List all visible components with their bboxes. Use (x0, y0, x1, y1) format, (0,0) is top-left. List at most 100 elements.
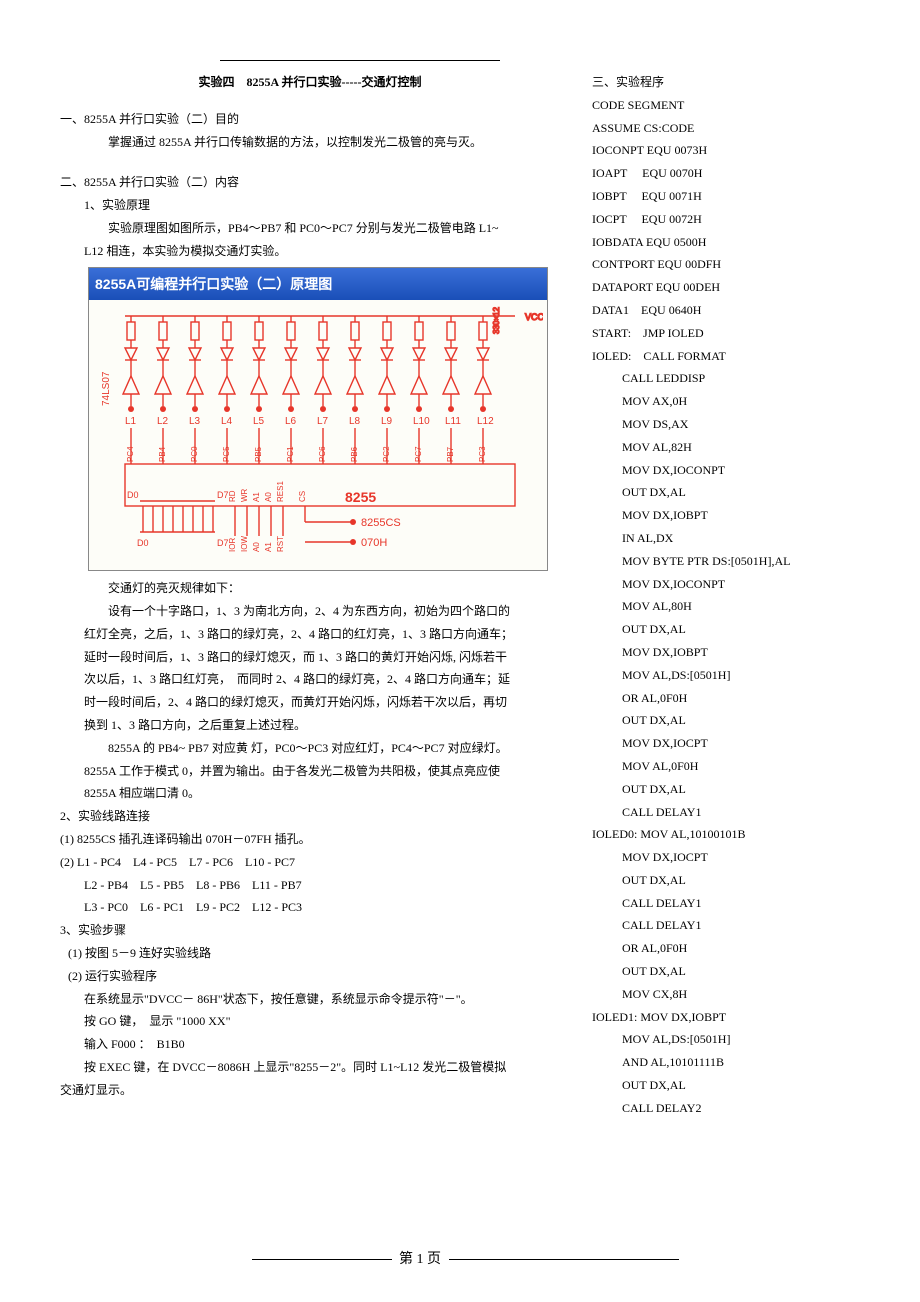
code-line: DATAPORT EQU 00DEH (592, 276, 870, 299)
svg-text:L1: L1 (125, 416, 137, 427)
pin-a0: A0 (264, 492, 273, 502)
code-line: MOV DX,IOCPT (592, 846, 870, 869)
s2d: L3 - PC0 L6 - PC1 L9 - PC2 L12 - PC3 (60, 896, 560, 919)
pin-wr: WR (240, 489, 249, 503)
code-block-4: MOV AL,DS:[0501H]AND AL,10101111BOUT DX,… (592, 1028, 870, 1119)
ctrl-rst: RST (276, 536, 285, 552)
svg-text:L2: L2 (157, 416, 169, 427)
code-line: CALL DELAY1 (592, 892, 870, 915)
label-ioled0: IOLED0: MOV AL,10100101B (592, 823, 870, 846)
page-title: 实验四 8255A 并行口实验-----交通灯控制 (60, 71, 560, 94)
s3g: 交通灯显示。 (60, 1079, 560, 1102)
code-line: MOV AL,82H (592, 436, 870, 459)
pin-rd: RD (228, 490, 237, 502)
code-line: IOCONPT EQU 0073H (592, 139, 870, 162)
svg-text:PB4: PB4 (158, 447, 167, 463)
code-line: IOBDATA EQU 0500H (592, 231, 870, 254)
code-line: OR AL,0F0H (592, 687, 870, 710)
svg-text:PC0: PC0 (190, 446, 199, 462)
svg-text:PB7: PB7 (446, 447, 455, 463)
svg-text:PB6: PB6 (350, 447, 359, 463)
code-line: IOCPT EQU 0072H (592, 208, 870, 231)
code-line: OUT DX,AL (592, 960, 870, 983)
addr-target: 070H (361, 537, 387, 549)
diagram-body: VCC 330×12 (89, 300, 547, 570)
footer-rule-left (252, 1259, 392, 1260)
chip-8255-label: 8255 (345, 489, 376, 505)
svg-text:PC5: PC5 (222, 446, 231, 462)
circuit-diagram: 8255A可编程并行口实验（二）原理图 VCC 330×12 (88, 267, 548, 572)
code-line: MOV AL,80H (592, 595, 870, 618)
svg-text:L6: L6 (285, 416, 297, 427)
p9: 8255A 相应端口清 0。 (60, 782, 560, 805)
code-line: DATA1 EQU 0640H (592, 299, 870, 322)
code-line: OUT DX,AL (592, 1074, 870, 1097)
dot-addr (350, 539, 356, 545)
svg-text:L8: L8 (349, 416, 361, 427)
sec2-heading: 二、8255A 并行口实验（二）内容 (60, 171, 560, 194)
content-columns: 实验四 8255A 并行口实验-----交通灯控制 一、8255A 并行口实验（… (60, 71, 870, 1120)
pin-a1: A1 (252, 492, 261, 502)
code-line: MOV AL,DS:[0501H] (592, 1028, 870, 1051)
code-line: CONTPORT EQU 00DFH (592, 253, 870, 276)
sec2-s1: 1、实验原理 (60, 194, 560, 217)
p2: 红灯全亮，之后，1、3 路口的绿灯亮，2、4 路口的红灯亮，1、3 路口方向通车… (60, 623, 560, 646)
p7: 8255A 的 PB4~ PB7 对应黄 灯，PC0～PC3 对应红灯，PC4～… (60, 737, 560, 760)
svg-text:L10: L10 (413, 416, 430, 427)
p5: 时一段时间后，2、4 路口的绿灯熄灭，而黄灯开始闪烁，闪烁若干次以后，再切 (60, 691, 560, 714)
page-footer: 第 1 页 (60, 1248, 870, 1268)
svg-text:L3: L3 (189, 416, 201, 427)
svg-text:L12: L12 (477, 416, 494, 427)
code-line: CALL DELAY1 (592, 801, 870, 824)
code-line: OUT DX,AL (592, 778, 870, 801)
s3b: (2) 运行实验程序 (60, 965, 560, 988)
code-line: MOV DX,IOCONPT (592, 573, 870, 596)
p3: 延时一段时间后，1、3 路口的绿灯熄灭，而 1、3 路口的黄灯开始闪烁, 闪烁若… (60, 646, 560, 669)
svg-text:L5: L5 (253, 416, 265, 427)
code-line: MOV BYTE PTR DS:[0501H],AL (592, 550, 870, 573)
s3f: 按 EXEC 键，在 DVCC－8086H 上显示"8255－2"。同时 L1~… (60, 1056, 560, 1079)
code-line: AND AL,10101111B (592, 1051, 870, 1074)
ctrl-ior: IOR (228, 538, 237, 552)
svg-text:PC2: PC2 (382, 446, 391, 462)
sec1-line: 掌握通过 8255A 并行口传输数据的方法，以控制发光二极管的亮与灭。 (60, 131, 560, 154)
p6: 换到 1、3 路口方向，之后重复上述过程。 (60, 714, 560, 737)
svg-text:L11: L11 (445, 416, 461, 427)
code-line: OUT DX,AL (592, 709, 870, 732)
code-line: OUT DX,AL (592, 481, 870, 504)
code-block-2: CALL LEDDISPMOV AX,0HMOV DS,AXMOV AL,82H… (592, 367, 870, 823)
svg-text:L4: L4 (221, 416, 233, 427)
code-line: MOV DX,IOCPT (592, 732, 870, 755)
code-line: MOV DX,IOBPT (592, 641, 870, 664)
chip-8255-box (125, 464, 515, 506)
s3c: 在系统显示"DVCC－ 86H"状态下，按任意键，系统显示命令提示符"－"。 (60, 988, 560, 1011)
code-line: CALL DELAY2 (592, 1097, 870, 1120)
s2: 2、实验线路连接 (60, 805, 560, 828)
diagram-header: 8255A可编程并行口实验（二）原理图 (89, 268, 547, 301)
code-line: MOV CX,8H (592, 983, 870, 1006)
dot-cs (350, 519, 356, 525)
code-block-1: CODE SEGMENTASSUME CS:CODEIOCONPT EQU 00… (592, 94, 870, 368)
code-line: OUT DX,AL (592, 618, 870, 641)
svg-text:PC7: PC7 (414, 446, 423, 462)
svg-text:PC6: PC6 (318, 446, 327, 462)
sec1-heading: 一、8255A 并行口实验（二）目的 (60, 108, 560, 131)
page-number: 第 1 页 (399, 1252, 441, 1267)
footer-rule-right (449, 1259, 679, 1260)
pin-res1: RES1 (276, 481, 285, 502)
code-line: MOV AL,0F0H (592, 755, 870, 778)
code-line: IOAPT EQU 0070H (592, 162, 870, 185)
s3d: 按 GO 键， 显示 "1000 XX" (60, 1010, 560, 1033)
sec3-heading: 三、实验程序 (592, 71, 870, 94)
right-column: 三、实验程序 CODE SEGMENTASSUME CS:CODEIOCONPT… (592, 71, 870, 1120)
code-line: CALL DELAY1 (592, 914, 870, 937)
code-line: MOV AL,DS:[0501H] (592, 664, 870, 687)
left-column: 实验四 8255A 并行口实验-----交通灯控制 一、8255A 并行口实验（… (60, 71, 560, 1120)
s3: 3、实验步骤 (60, 919, 560, 942)
code-line: START: JMP IOLED (592, 322, 870, 345)
sec2-s1a: 实验原理图如图所示，PB4～PB7 和 PC0～PC7 分别与发光二极管电路 L… (60, 217, 560, 240)
code-line: MOV DX,IOCONPT (592, 459, 870, 482)
code-line: ASSUME CS:CODE (592, 117, 870, 140)
svg-text:L9: L9 (381, 416, 393, 427)
ctrl-a0: A0 (252, 542, 261, 552)
